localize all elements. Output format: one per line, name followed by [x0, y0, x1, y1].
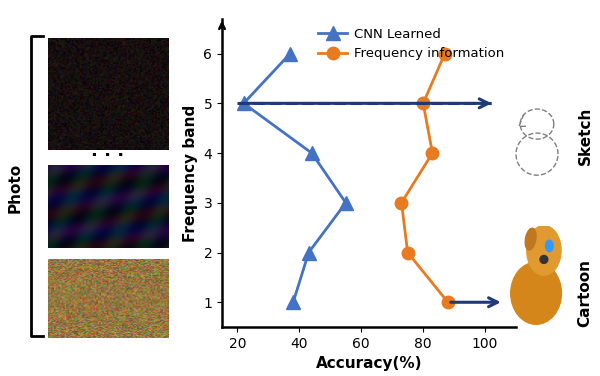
Frequency information — [445, 300, 452, 305]
Text: Sketch: Sketch — [577, 106, 593, 165]
CNN Learned — [308, 151, 316, 155]
Circle shape — [545, 240, 553, 252]
Frequency information — [441, 52, 448, 56]
Ellipse shape — [511, 262, 562, 324]
Ellipse shape — [540, 256, 548, 264]
Ellipse shape — [525, 228, 536, 250]
Frequency information — [398, 200, 405, 205]
CNN Learned — [342, 200, 349, 205]
CNN Learned — [305, 250, 312, 255]
Frequency information — [419, 101, 427, 106]
X-axis label: Accuracy(%): Accuracy(%) — [316, 356, 422, 371]
Text: · · ·: · · · — [91, 147, 125, 165]
CNN Learned — [240, 101, 247, 106]
Y-axis label: Frequency band: Frequency band — [183, 104, 198, 242]
Line: CNN Learned: CNN Learned — [237, 47, 353, 309]
Legend: CNN Learned, Frequency information: CNN Learned, Frequency information — [313, 22, 509, 65]
Text: Cartoon: Cartoon — [577, 259, 593, 327]
Frequency information — [404, 250, 411, 255]
Line: Frequency information: Frequency information — [395, 47, 454, 308]
CNN Learned — [286, 52, 293, 56]
Text: Photo: Photo — [7, 163, 23, 213]
Frequency information — [429, 151, 436, 155]
Circle shape — [527, 226, 561, 275]
CNN Learned — [290, 300, 297, 305]
